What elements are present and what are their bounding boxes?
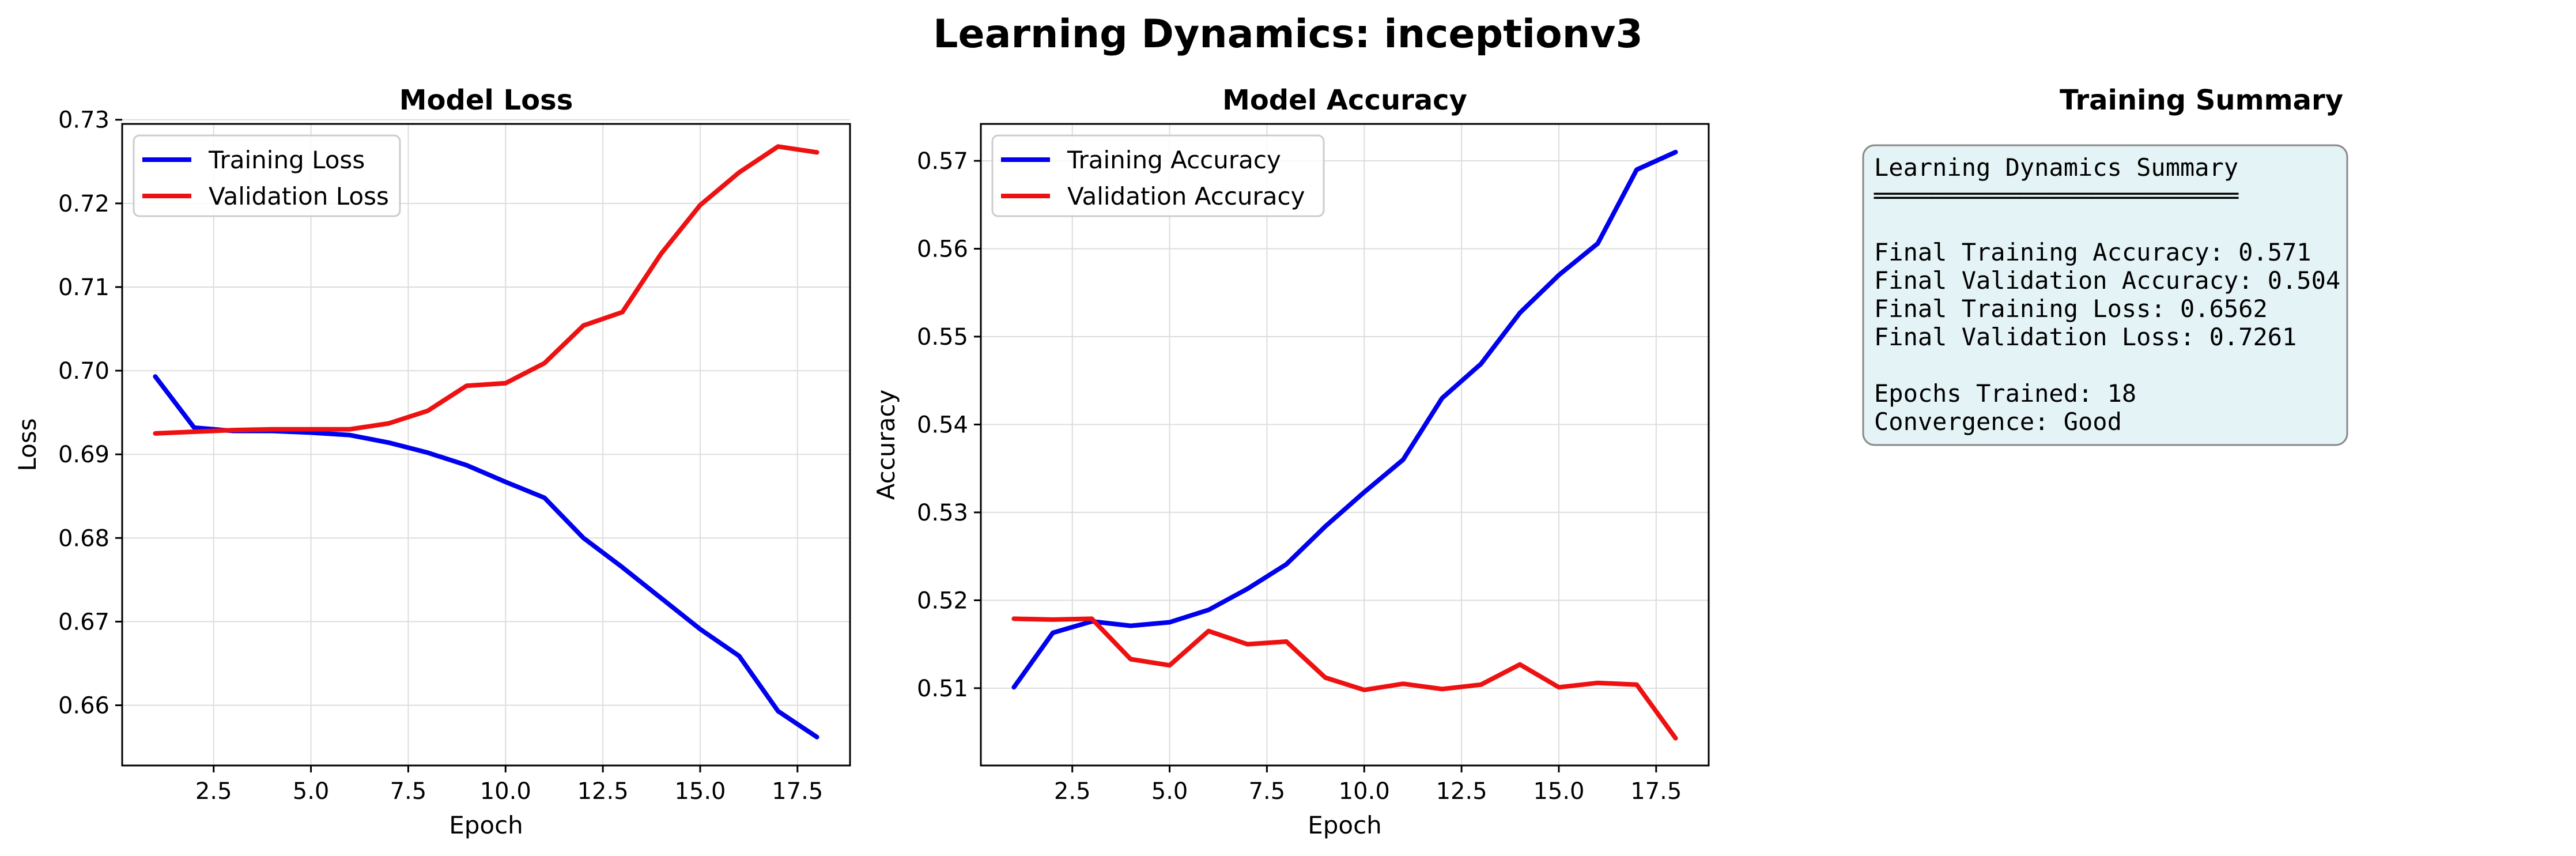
summary-line: Convergence: Good	[1874, 408, 2122, 436]
x-tick-label: 2.5	[1054, 778, 1091, 805]
x-tick-label: 10.0	[480, 778, 531, 805]
x-tick-label: 17.5	[1630, 778, 1682, 805]
y-tick-label: 0.71	[58, 274, 109, 301]
legend	[133, 134, 401, 217]
x-tick-label: 10.0	[1339, 778, 1390, 805]
summary-box	[1862, 144, 2348, 446]
summary-line: Final Training Loss: 0.6562	[1874, 295, 2268, 323]
legend-entry: Training Loss	[208, 146, 365, 174]
summary-line: Epochs Trained: 18	[1874, 379, 2136, 408]
y-tick-label: 0.53	[917, 500, 968, 526]
legend-entry: Validation Accuracy	[1067, 182, 1305, 210]
y-tick-label: 0.55	[917, 324, 968, 350]
y-tick-label: 0.68	[58, 525, 109, 552]
y-tick-label: 0.51	[917, 676, 968, 702]
training-summary-panel: Training Summary Learning Dynamics Summa…	[1862, 84, 2348, 446]
x-tick-label: 15.0	[674, 778, 726, 805]
x-tick-label: 15.0	[1533, 778, 1584, 805]
y-tick-label: 0.56	[917, 236, 968, 263]
series-line-validation-loss	[153, 144, 819, 436]
x-tick-label: 2.5	[195, 778, 232, 805]
x-tick-label: 5.0	[1151, 778, 1188, 805]
y-tick-label: 0.67	[58, 609, 109, 635]
x-tick-label: 17.5	[772, 778, 823, 805]
x-tick-label: 12.5	[1436, 778, 1487, 805]
chart-title: Model Accuracy	[1222, 84, 1467, 116]
figure-title: Learning Dynamics: inceptionv3	[933, 12, 1643, 57]
y-tick-label: 0.70	[58, 358, 109, 384]
x-axis-label: Epoch	[1308, 811, 1382, 839]
legend	[991, 134, 1325, 217]
y-tick-label: 0.72	[58, 191, 109, 217]
plot-frame	[980, 123, 1710, 767]
y-tick-label: 0.69	[58, 442, 109, 468]
loss-chart: Model Loss 2.5 5.0 7.5 10.0 12.5 15.0 17.5 0.66 0…	[13, 84, 851, 839]
y-tick-label: 0.54	[917, 412, 968, 438]
chart-title: Model Loss	[399, 84, 573, 116]
summary-heading: Learning Dynamics Summary	[1874, 153, 2238, 182]
legend-entry: Training Accuracy	[1067, 146, 1281, 174]
y-tick-label: 0.66	[58, 693, 109, 719]
series-line-training-accuracy	[1011, 149, 1678, 690]
y-axis-label: Accuracy	[872, 390, 900, 500]
summary-line: Final Validation Accuracy: 0.504	[1874, 266, 2340, 295]
plot-frame	[121, 123, 851, 767]
summary-text: Learning Dynamics Summary═══════════════…	[1874, 153, 2340, 436]
accuracy-chart: Model Accuracy 2.5 5.0 7.5 10.0 12.5 15.0 17.5 0…	[872, 84, 1710, 839]
x-tick-label: 7.5	[390, 778, 427, 805]
x-axis-label: Epoch	[449, 811, 523, 839]
summary-line: ═════════════════════════	[1874, 182, 2239, 210]
x-tick-label: 5.0	[293, 778, 330, 805]
summary-title: Training Summary	[2060, 84, 2343, 116]
y-tick-label: 0.73	[58, 107, 109, 134]
x-tick-label: 7.5	[1249, 778, 1286, 805]
summary-line: Final Training Accuracy: 0.571	[1874, 238, 2311, 266]
x-tick-label: 12.5	[577, 778, 629, 805]
summary-line: Final Validation Loss: 0.7261	[1874, 323, 2297, 351]
y-tick-label: 0.52	[917, 587, 968, 614]
series-line-validation-accuracy	[1011, 616, 1678, 741]
y-tick-label: 0.57	[917, 148, 968, 175]
legend-entry: Validation Loss	[209, 182, 389, 210]
y-axis-label: Loss	[13, 418, 41, 471]
